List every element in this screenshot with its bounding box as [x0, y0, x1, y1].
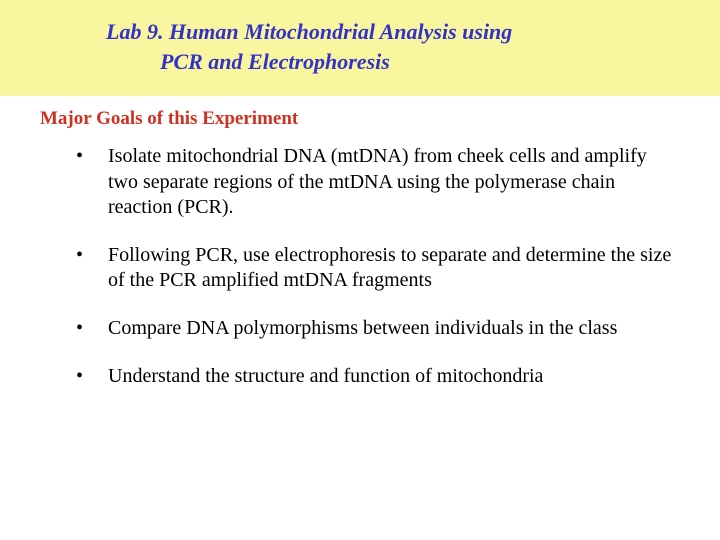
- content-area: Major Goals of this Experiment Isolate m…: [0, 96, 720, 389]
- list-item: Isolate mitochondrial DNA (mtDNA) from c…: [70, 144, 680, 221]
- list-item: Following PCR, use electrophoresis to se…: [70, 243, 680, 294]
- bullet-list: Isolate mitochondrial DNA (mtDNA) from c…: [40, 144, 680, 389]
- title-bar: Lab 9. Human Mitochondrial Analysis usin…: [0, 0, 720, 96]
- list-item: Understand the structure and function of…: [70, 364, 680, 390]
- title-line-1: Lab 9. Human Mitochondrial Analysis usin…: [20, 17, 700, 47]
- title-line-2: PCR and Electrophoresis: [20, 47, 700, 77]
- section-heading: Major Goals of this Experiment: [40, 108, 680, 130]
- list-item: Compare DNA polymorphisms between indivi…: [70, 316, 680, 342]
